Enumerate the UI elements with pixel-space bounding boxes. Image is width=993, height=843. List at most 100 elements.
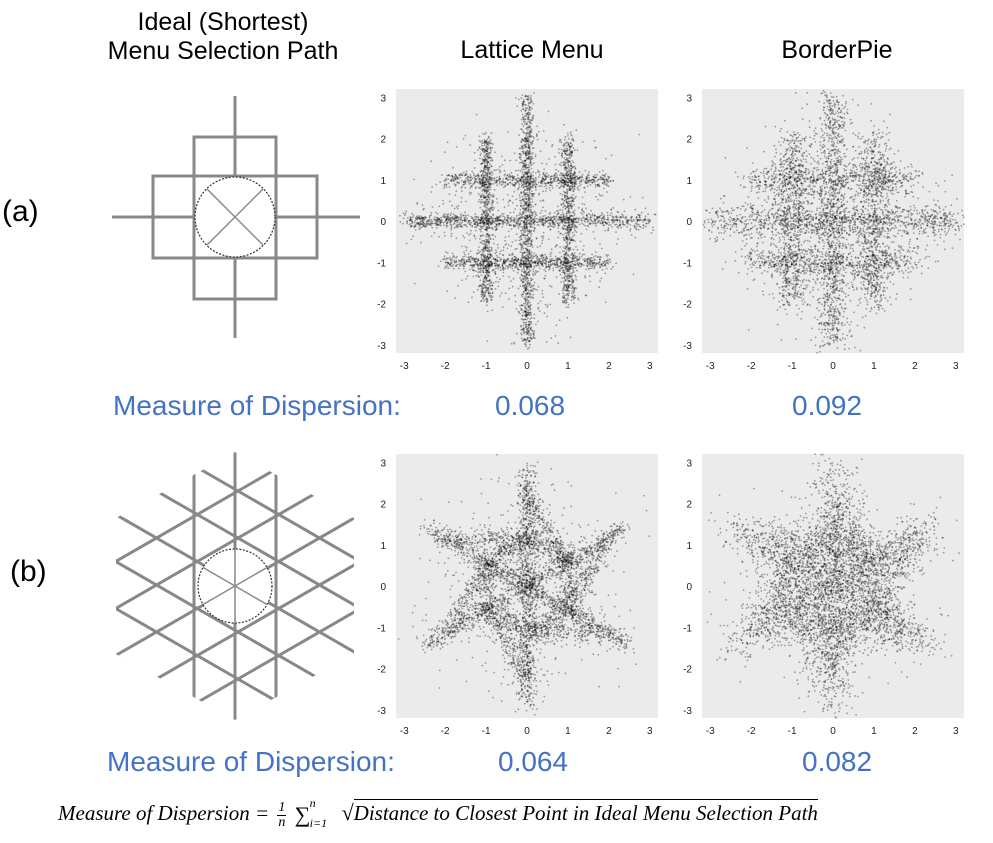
data-point <box>411 220 413 223</box>
data-point <box>524 286 527 289</box>
data-point <box>483 212 485 215</box>
data-point <box>530 153 533 155</box>
data-point <box>622 198 625 201</box>
data-point <box>528 135 531 138</box>
data-point <box>578 217 581 220</box>
data-point <box>531 151 534 154</box>
data-point <box>575 217 578 219</box>
data-point <box>481 149 484 152</box>
data-point <box>569 176 572 179</box>
data-point <box>527 259 529 262</box>
data-point <box>566 249 568 252</box>
data-point <box>574 286 576 289</box>
data-point <box>570 145 573 148</box>
data-point <box>480 179 483 182</box>
data-point <box>430 235 433 238</box>
data-point <box>563 183 566 186</box>
data-point <box>568 242 571 245</box>
data-point <box>487 157 489 160</box>
data-point <box>480 241 483 244</box>
data-point <box>482 292 485 294</box>
data-point <box>527 309 530 312</box>
data-point <box>495 197 498 200</box>
data-point <box>525 104 527 106</box>
data-point <box>502 215 505 218</box>
data-point <box>597 262 600 265</box>
data-point <box>603 260 606 263</box>
data-point <box>485 150 488 152</box>
data-point <box>481 260 484 263</box>
data-point <box>594 174 596 176</box>
data-point <box>594 263 597 266</box>
data-point <box>525 331 528 334</box>
data-point <box>549 184 552 186</box>
data-point <box>402 222 404 225</box>
data-point <box>456 224 459 227</box>
data-point <box>566 273 569 275</box>
data-point <box>519 222 522 225</box>
data-point <box>524 188 526 191</box>
data-point <box>565 174 568 177</box>
data-point <box>528 249 531 252</box>
data-point <box>468 183 471 185</box>
row-label-b: (b) <box>10 555 47 589</box>
data-point <box>536 260 539 263</box>
data-point <box>464 211 466 214</box>
data-point <box>482 182 484 185</box>
data-point <box>453 214 456 217</box>
data-point <box>565 214 568 217</box>
data-point <box>557 230 560 233</box>
data-point <box>564 261 567 264</box>
data-point <box>533 230 535 233</box>
data-point <box>512 262 515 265</box>
data-point <box>560 232 562 235</box>
data-point <box>574 172 577 175</box>
data-point <box>596 222 599 224</box>
data-point <box>471 184 473 187</box>
data-point <box>570 185 572 188</box>
data-point <box>462 235 465 237</box>
data-point <box>528 198 530 201</box>
data-point <box>488 260 491 263</box>
data-point <box>467 220 470 222</box>
data-point <box>457 177 460 180</box>
data-point <box>486 175 489 177</box>
data-point <box>638 219 641 222</box>
data-point <box>538 185 541 188</box>
data-point <box>586 180 589 183</box>
data-point <box>530 304 532 307</box>
data-point <box>557 177 560 180</box>
data-point <box>575 226 578 229</box>
data-point <box>521 128 524 131</box>
data-point <box>541 176 544 179</box>
data-point <box>526 177 529 179</box>
data-point <box>484 157 487 159</box>
data-point <box>465 259 468 262</box>
data-point <box>464 255 466 258</box>
data-point <box>567 247 570 250</box>
data-point <box>479 241 482 244</box>
data-point <box>470 264 472 267</box>
data-point <box>474 180 477 183</box>
x-tick-label: -3 <box>400 361 409 372</box>
data-point <box>418 225 421 228</box>
data-point <box>477 218 480 221</box>
data-point <box>561 175 563 177</box>
data-point <box>500 292 503 295</box>
data-point <box>574 168 577 170</box>
data-point <box>524 143 527 146</box>
data-point <box>482 194 485 197</box>
data-point <box>570 178 572 181</box>
data-point <box>564 257 566 260</box>
data-point <box>568 211 570 213</box>
data-point <box>600 247 603 250</box>
data-point <box>525 136 527 139</box>
data-point <box>529 292 532 295</box>
data-point <box>563 283 565 285</box>
data-point <box>482 148 485 151</box>
data-point <box>553 263 556 266</box>
data-point <box>644 219 646 222</box>
data-point <box>456 181 459 184</box>
data-point <box>481 264 484 267</box>
data-point <box>547 181 550 184</box>
